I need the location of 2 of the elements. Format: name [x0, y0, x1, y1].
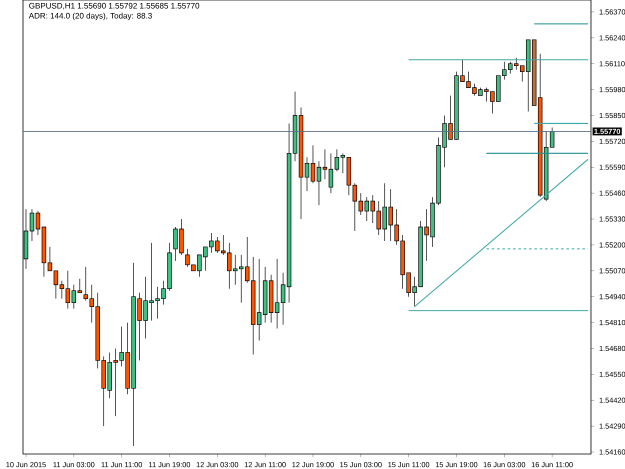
text: ADR: 144.0 (20 days), Today: 88.3: [28, 12, 152, 20]
chart-title: GBPUSD,H1 1.55690 1.55792 1.55685 1.55770: [29, 2, 200, 10]
